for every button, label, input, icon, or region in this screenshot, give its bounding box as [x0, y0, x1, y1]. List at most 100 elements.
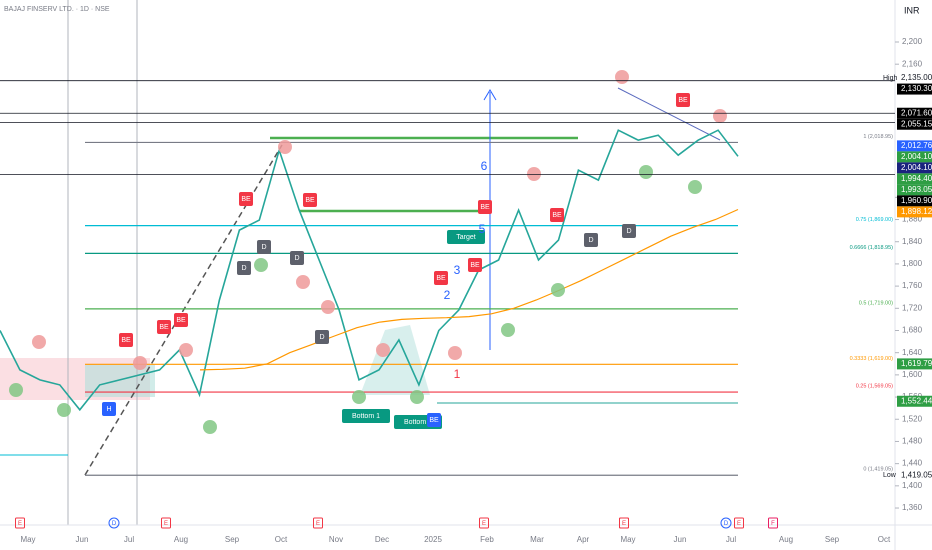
y-tick-label: 1,600: [902, 370, 923, 379]
annotation-box: [174, 313, 188, 327]
annotation: D: [626, 228, 631, 235]
annotation: Bottom 2: [404, 419, 432, 426]
event-label: D: [112, 521, 117, 527]
annotation-box: [290, 251, 304, 265]
price-label-box: [897, 118, 932, 130]
annotation: BE: [305, 197, 315, 204]
x-tick-label: Apr: [577, 535, 590, 544]
x-tick-label: May: [20, 535, 35, 544]
wave-label: 3: [454, 263, 461, 277]
x-tick-label: Jun: [76, 535, 89, 544]
pivot-dot: [688, 180, 702, 194]
price-label-box: [897, 72, 932, 84]
fib-label: 0.6666 (1,818.95): [850, 245, 894, 251]
x-tick-label: Jun: [674, 535, 687, 544]
pivot-dot: [551, 283, 565, 297]
wave-label: 1: [454, 367, 461, 381]
pivot-dot: [9, 383, 23, 397]
y-tick-label: 1,480: [902, 437, 923, 446]
annotation-box: [427, 413, 441, 427]
price-line: [0, 129, 739, 412]
y-tick-label: 1,640: [902, 348, 923, 357]
trend-line: [617, 87, 721, 141]
event-icon: [108, 517, 120, 529]
annotation: BE: [241, 196, 251, 203]
event-label: E: [18, 521, 22, 527]
price-label: 2,130.30: [901, 84, 932, 93]
event-icon: [720, 517, 732, 529]
event-label: E: [737, 521, 741, 527]
price-label: 2,012.76: [901, 141, 932, 150]
y-tick-label: 1,720: [902, 303, 923, 312]
x-tick-label: Jul: [726, 535, 736, 544]
x-tick-label: 2025: [424, 535, 442, 544]
annotation-box: [550, 208, 564, 222]
price-label: 1,898.12: [901, 207, 932, 216]
annotation: D: [241, 265, 246, 272]
y-tick-label: 1,760: [902, 281, 923, 290]
price-label: 1,619.79: [901, 359, 932, 368]
annotation: BE: [678, 97, 688, 104]
price-label-box: [897, 83, 932, 95]
wave-label: 5: [479, 222, 486, 236]
annotation: D: [588, 237, 593, 244]
annotation: Target: [456, 234, 476, 241]
pivot-dot: [254, 258, 268, 272]
fib-label: 0.25 (1,569.05): [856, 383, 893, 389]
annotation-box: [676, 93, 690, 107]
annotation: BE: [436, 275, 446, 282]
event-label: D: [724, 521, 729, 527]
x-tick-label: Oct: [878, 535, 891, 544]
annotation: BE: [470, 262, 480, 269]
event-icon: [619, 517, 629, 529]
y-tick-label: 2,160: [902, 59, 923, 68]
annotation: BE: [552, 212, 562, 219]
y-tick-label: 2,200: [902, 37, 923, 46]
x-tick-label: Nov: [329, 535, 343, 544]
fib-label: 0.5 (1,719.00): [859, 300, 893, 306]
price-label-box: [897, 173, 932, 185]
price-label-box: [897, 395, 932, 407]
fib-label: 0.3333 (1,619.00): [850, 356, 894, 362]
annotation-box: [237, 261, 251, 275]
annotation-box: [157, 320, 171, 334]
y-tick-label: 1,840: [902, 237, 923, 246]
price-label: 2,071.60: [901, 108, 932, 117]
price-label: 1,552.44: [901, 396, 932, 405]
x-tick-label: Sep: [825, 535, 840, 544]
pivot-dot: [352, 390, 366, 404]
event-icon: [734, 517, 744, 529]
event-label: E: [482, 521, 486, 527]
price-label: 2,135.00: [901, 73, 932, 82]
event-icon: [161, 517, 171, 529]
price-label: 1,993.05: [901, 185, 932, 194]
annotation: D: [294, 255, 299, 262]
y-tick-label: 1,440: [902, 459, 923, 468]
y-tick-label: 1,680: [902, 326, 923, 335]
y-tick-label: 1,520: [902, 414, 923, 423]
annotation: H: [106, 406, 111, 413]
annotation-box: [102, 402, 116, 416]
event-label: F: [771, 521, 775, 527]
annotation-box: [315, 330, 329, 344]
fib-label: 0 (1,419.05): [863, 467, 893, 473]
fib-label: 1 (2,018.95): [863, 134, 893, 140]
annotation: D: [319, 334, 324, 341]
annotation: BE: [480, 204, 490, 211]
annotation-box: [119, 333, 133, 347]
price-label-box: [897, 140, 932, 152]
price-label-box: [897, 195, 932, 207]
event-icon: [15, 517, 25, 529]
pivot-dot: [179, 343, 193, 357]
x-tick-label: Aug: [779, 535, 793, 544]
event-icon: [479, 517, 489, 529]
annotation: Bottom 1: [352, 413, 380, 420]
annotation-box: [478, 200, 492, 214]
price-line: [199, 208, 739, 371]
pivot-dot: [376, 343, 390, 357]
price-label: 2,004.10: [901, 163, 932, 172]
pivot-dot: [713, 109, 727, 123]
annotation-box: [468, 258, 482, 272]
price-label: 2,004.10: [901, 152, 932, 161]
